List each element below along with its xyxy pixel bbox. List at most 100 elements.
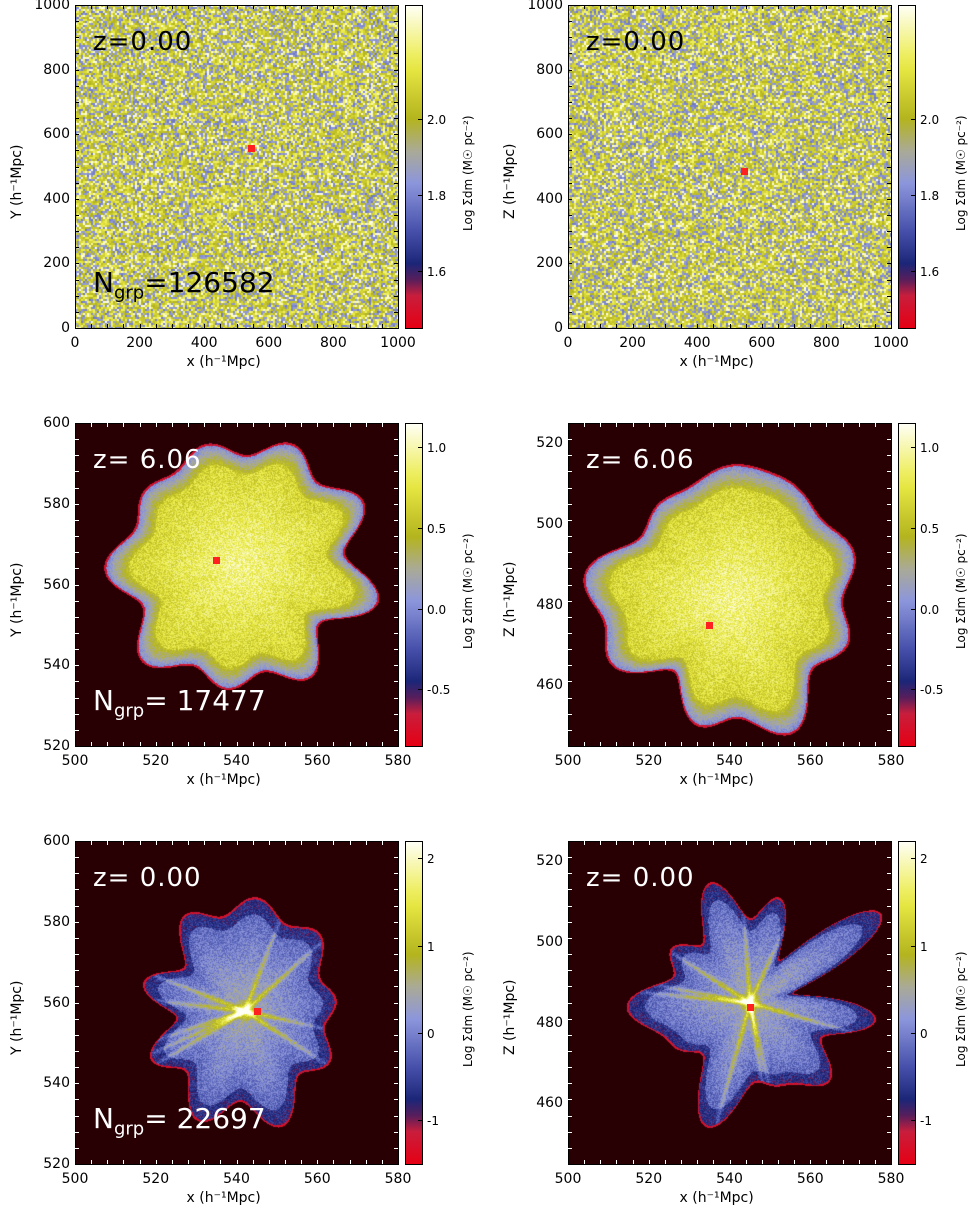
y-minor-tick: [887, 1018, 891, 1020]
x-minor-tick: [107, 841, 109, 845]
x-minor-tick: [252, 1160, 254, 1164]
x-minor-tick: [745, 423, 747, 427]
y-tick-label: 580: [43, 495, 70, 512]
y-minor-tick: [568, 1115, 572, 1117]
y-minor-tick: [394, 198, 398, 200]
x-minor-tick: [842, 841, 844, 845]
y-minor-tick: [75, 649, 79, 651]
y-minor-tick: [887, 166, 891, 168]
x-minor-tick: [648, 423, 650, 427]
x-minor-tick: [284, 1160, 286, 1164]
y-minor-tick: [568, 600, 572, 602]
x-tick-label: 1000: [873, 335, 909, 351]
y-minor-tick: [75, 905, 79, 907]
x-tick-label: 0: [563, 335, 573, 351]
x-minor-tick: [155, 5, 157, 9]
x-tick-label: 580: [877, 1171, 905, 1187]
y-minor-tick: [394, 263, 398, 265]
y-minor-tick: [75, 1018, 79, 1020]
y-minor-tick: [394, 471, 398, 473]
x-minor-tick: [874, 1160, 876, 1164]
x-minor-tick: [794, 742, 796, 746]
y-minor-tick: [394, 503, 398, 505]
ngrp-subscript: grp: [113, 1118, 145, 1140]
x-minor-tick: [810, 841, 812, 845]
x-minor-tick: [584, 324, 586, 328]
y-minor-tick: [568, 134, 572, 136]
y-minor-tick: [75, 873, 79, 875]
y-minor-tick: [887, 873, 891, 875]
colorbar: [405, 841, 423, 1165]
y-minor-tick: [568, 295, 572, 297]
x-minor-tick: [268, 5, 270, 9]
x-minor-tick: [777, 423, 779, 427]
y-minor-tick: [394, 279, 398, 281]
y-minor-tick: [568, 519, 572, 521]
y-minor-tick: [887, 986, 891, 988]
x-minor-tick: [858, 742, 860, 746]
ngrp-symbol: N: [93, 1102, 114, 1135]
colorbar-tick: [911, 1033, 916, 1035]
y-minor-tick: [568, 1099, 572, 1101]
colorbar-tick-label: 1.8: [920, 189, 940, 203]
x-minor-tick: [697, 5, 699, 9]
x-minor-tick: [301, 742, 303, 746]
heatmap-plot-area: [75, 5, 398, 328]
y-minor-tick: [887, 1050, 891, 1052]
x-minor-tick: [777, 1160, 779, 1164]
y-tick-label: 600: [43, 126, 70, 143]
x-minor-tick: [632, 1160, 634, 1164]
x-minor-tick: [252, 5, 254, 9]
y-minor-tick: [394, 970, 398, 972]
y-minor-tick: [887, 600, 891, 602]
y-minor-tick: [568, 954, 572, 956]
x-tick-label: 200: [126, 335, 153, 351]
x-minor-tick: [381, 324, 383, 328]
y-minor-tick: [568, 1083, 572, 1085]
x-minor-tick: [777, 5, 779, 9]
x-minor-tick: [91, 841, 93, 845]
y-minor-tick: [394, 584, 398, 586]
x-minor-tick: [139, 841, 141, 845]
x-minor-tick: [600, 5, 602, 9]
x-minor-tick: [874, 841, 876, 845]
y-minor-tick: [75, 214, 79, 216]
y-minor-tick: [568, 101, 572, 103]
y-minor-tick: [75, 455, 79, 457]
y-minor-tick: [75, 681, 79, 683]
y-minor-tick: [75, 134, 79, 136]
x-axis-label: x (h⁻¹Mpc): [186, 1190, 261, 1206]
y-minor-tick: [568, 584, 572, 586]
y-tick-label: 600: [43, 833, 70, 849]
y-minor-tick: [568, 214, 572, 216]
x-minor-tick: [697, 423, 699, 427]
x-minor-tick: [600, 423, 602, 427]
heatmap-plot-area: [75, 423, 398, 746]
colorbar-tick: [911, 527, 916, 529]
x-tick-label: 540: [223, 753, 250, 769]
x-minor-tick: [664, 5, 666, 9]
y-tick-label: 200: [536, 255, 563, 272]
x-minor-tick: [91, 423, 93, 427]
x-minor-tick: [252, 742, 254, 746]
y-tick-label: 400: [536, 190, 563, 207]
y-minor-tick: [394, 487, 398, 489]
x-minor-tick: [188, 841, 190, 845]
x-minor-tick: [810, 5, 812, 9]
y-minor-tick: [75, 1050, 79, 1052]
x-minor-tick: [107, 742, 109, 746]
x-minor-tick: [284, 423, 286, 427]
y-minor-tick: [75, 279, 79, 281]
y-minor-tick: [887, 85, 891, 87]
x-minor-tick: [648, 841, 650, 845]
x-minor-tick: [761, 742, 763, 746]
x-axis-label: x (h⁻¹Mpc): [679, 1190, 754, 1206]
y-minor-tick: [75, 53, 79, 55]
x-tick-label: 540: [223, 1171, 250, 1187]
y-minor-tick: [887, 439, 891, 441]
y-minor-tick: [887, 1115, 891, 1117]
colorbar-tick-label: 0.0: [427, 602, 447, 617]
y-minor-tick: [394, 1018, 398, 1020]
y-tick-label: 540: [43, 1075, 70, 1092]
x-minor-tick: [301, 5, 303, 9]
